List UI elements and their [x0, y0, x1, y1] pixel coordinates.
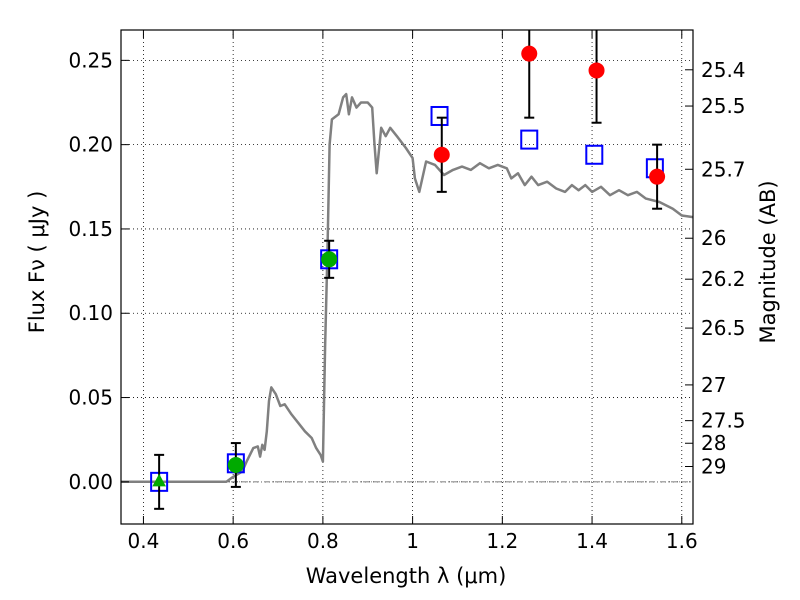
observed-circle-marker	[521, 45, 538, 62]
y-tick-label: 0.10	[68, 301, 113, 325]
model-spectrum	[121, 92, 694, 484]
magnitude-tick-label: 29	[701, 455, 726, 479]
observed-circle-marker	[227, 456, 244, 473]
x-tick-label: 1.2	[486, 529, 518, 553]
magnitude-tick-label: 25.4	[701, 58, 746, 82]
y-tick-label: 0.15	[68, 217, 113, 241]
magnitude-tick-label: 26	[701, 226, 726, 250]
y-axis-label: Flux Fν ( μJy )	[25, 191, 49, 334]
x-tick-label: 0.6	[217, 529, 249, 553]
magnitude-tick-label: 25.7	[701, 157, 746, 181]
plot-frame	[120, 29, 694, 525]
x-tick-label: 1.6	[666, 529, 698, 553]
observed-circle-marker	[321, 251, 338, 268]
y-tick-label: 0.25	[68, 48, 113, 72]
x-tick-label: 1	[406, 529, 419, 553]
model-photometry	[150, 105, 664, 492]
model-spectrum-line	[121, 92, 694, 484]
observed-circle-marker	[649, 168, 666, 185]
y-tick-label: 0.05	[68, 386, 113, 410]
model-square-marker	[585, 144, 604, 165]
model-square-marker	[520, 129, 539, 150]
y-tick-label: 0.20	[68, 133, 113, 157]
grid	[121, 30, 693, 524]
magnitude-tick-label: 27.5	[701, 409, 746, 433]
magnitude-tick-label: 26.5	[701, 316, 746, 340]
x-tick-label: 0.4	[128, 529, 160, 553]
axis-ticks	[121, 30, 693, 524]
magnitude-tick-label: 26.2	[701, 267, 746, 291]
x-axis-label: Wavelength λ (μm)	[306, 564, 507, 588]
observed-triangle-marker	[152, 473, 166, 487]
y-tick-label: 0.00	[68, 470, 113, 494]
x-tick-label: 1.4	[576, 529, 608, 553]
observed-circle-marker	[588, 62, 605, 79]
observed-photometry	[152, 30, 666, 510]
x-tick-label: 0.8	[307, 529, 339, 553]
magnitude-tick-label: 25.5	[701, 94, 746, 118]
observed-circle-marker	[433, 146, 450, 163]
tick-labels: 0.4 0.6 0.8 1 1.2 1.4 1.6 0.00 0.05 0.10 0.15 0.20 0…	[68, 48, 745, 553]
model-square-marker	[430, 105, 449, 126]
magnitude-tick-label: 28	[701, 431, 726, 455]
right-axis-label: Magnitude (AB)	[756, 180, 780, 343]
magnitude-tick-label: 27	[701, 373, 726, 397]
plot-border	[120, 29, 694, 525]
